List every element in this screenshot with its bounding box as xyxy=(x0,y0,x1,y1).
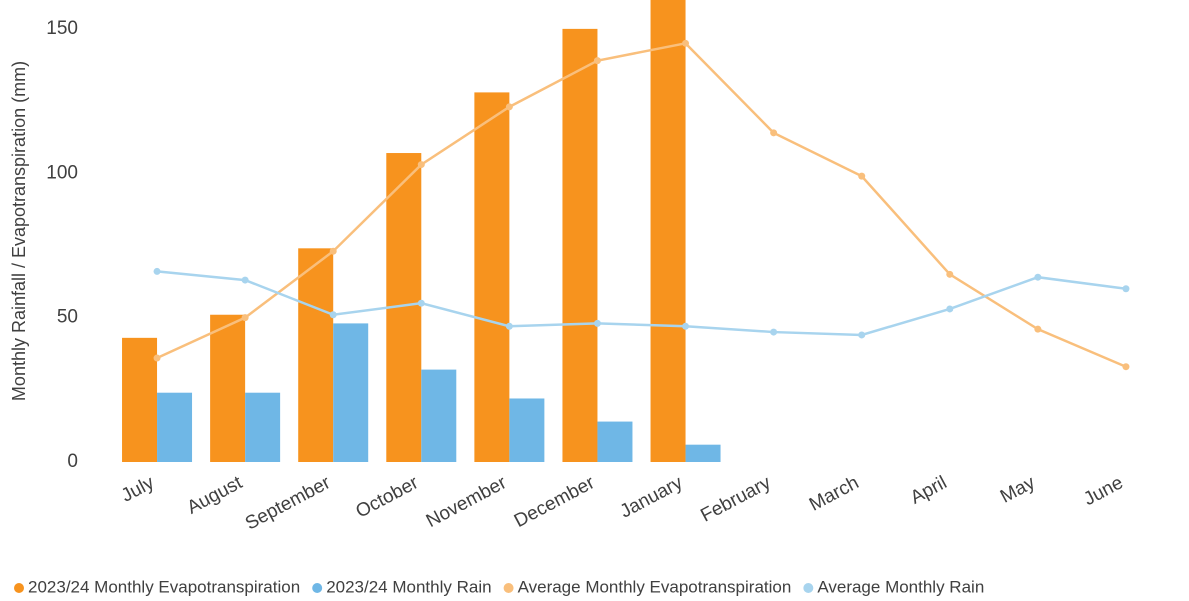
x-tick-label: April xyxy=(907,472,950,508)
bar xyxy=(298,248,334,462)
y-axis-label: Monthly Rainfall / Evapotranspiration (m… xyxy=(9,61,29,401)
bar xyxy=(509,398,545,462)
line-point xyxy=(770,129,778,137)
line-point xyxy=(946,270,954,278)
legend-marker xyxy=(14,583,24,593)
y-tick-label: 0 xyxy=(67,451,78,472)
line-point xyxy=(153,354,161,362)
line-point xyxy=(505,322,513,330)
x-tick-label: August xyxy=(184,472,247,519)
x-tick-label: January xyxy=(617,472,687,523)
x-tick-label: October xyxy=(352,472,422,523)
bar xyxy=(474,92,510,463)
legend-label: 2023/24 Monthly Evapotranspiration xyxy=(28,577,300,596)
line-point xyxy=(241,314,249,322)
line-point xyxy=(329,247,337,255)
y-tick-label: 150 xyxy=(46,18,78,39)
bar xyxy=(245,392,281,462)
y-tick-label: 100 xyxy=(46,162,78,183)
bar xyxy=(597,421,633,462)
bar xyxy=(562,28,598,462)
y-tick-label: 50 xyxy=(57,307,78,328)
x-tick-label: December xyxy=(511,472,599,532)
bar xyxy=(421,369,457,462)
line-point xyxy=(593,57,601,65)
line-point xyxy=(593,319,601,327)
line-point xyxy=(505,103,513,111)
bar xyxy=(650,0,686,462)
x-tick-label: July xyxy=(118,472,158,507)
line-point xyxy=(858,172,866,180)
line-point xyxy=(417,161,425,169)
line xyxy=(156,270,1127,337)
legend-label: Average Monthly Evapotranspiration xyxy=(518,577,792,596)
bar xyxy=(157,392,193,462)
bar xyxy=(333,323,369,462)
line-point xyxy=(1034,325,1042,333)
legend-marker xyxy=(803,583,814,593)
line-point xyxy=(1122,285,1130,293)
legend-marker xyxy=(503,583,514,593)
line-point xyxy=(682,39,690,47)
x-tick-label: June xyxy=(1080,472,1126,510)
legend-label: Average Monthly Rain xyxy=(817,577,984,596)
line-point xyxy=(682,322,690,330)
x-tick-label: February xyxy=(697,472,774,526)
line xyxy=(156,41,1127,368)
bar xyxy=(685,444,721,462)
line-point xyxy=(946,305,954,313)
line-point xyxy=(770,328,778,336)
x-tick-label: November xyxy=(423,472,511,532)
legend-label: 2023/24 Monthly Rain xyxy=(326,577,491,596)
line-point xyxy=(1034,273,1042,281)
line-point xyxy=(1122,363,1130,371)
bar xyxy=(122,337,158,462)
x-tick-label: March xyxy=(806,472,862,515)
line-point xyxy=(153,267,161,275)
bar xyxy=(210,314,246,462)
line-point xyxy=(417,299,425,307)
x-tick-label: May xyxy=(997,472,1039,508)
line-point xyxy=(858,331,866,339)
legend-marker xyxy=(312,583,323,593)
line-point xyxy=(329,311,337,319)
x-tick-label: September xyxy=(242,472,335,534)
line-point xyxy=(241,276,249,284)
